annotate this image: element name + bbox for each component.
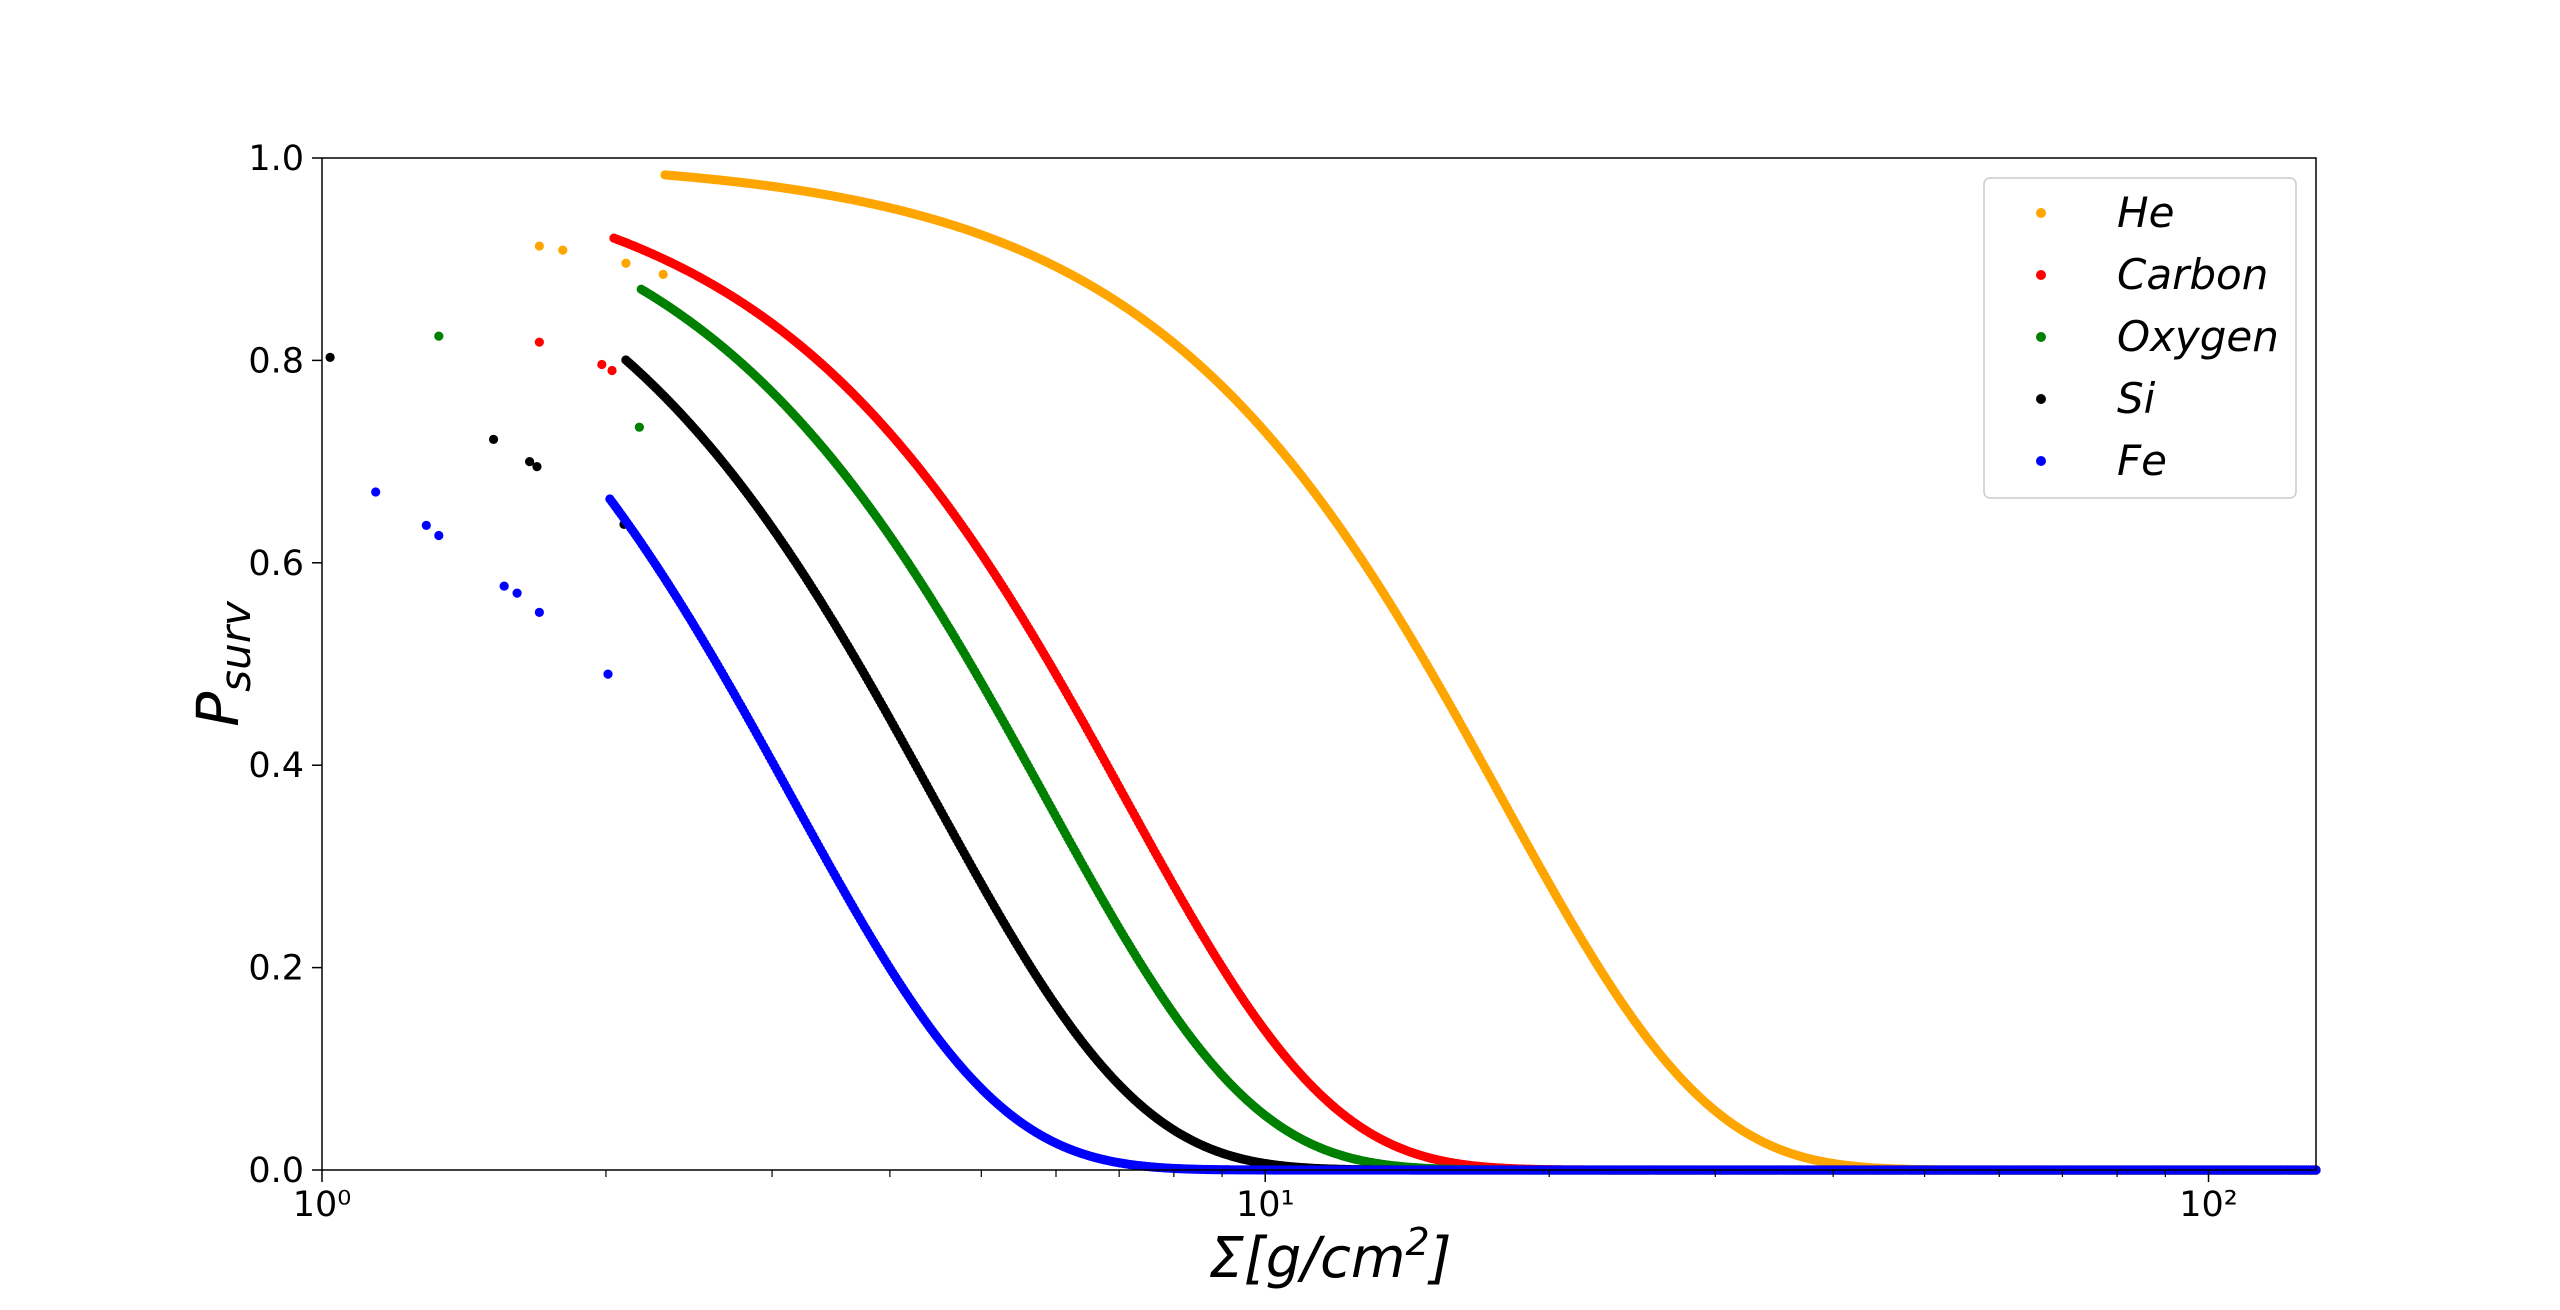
- x-axis-ticks: 10⁰ 10¹ 10²: [293, 1170, 2238, 1225]
- data-point: [499, 581, 509, 591]
- x-axis-title: Σ[g/cm2]: [1208, 1220, 1451, 1291]
- y-tick-label: 0.6: [248, 544, 304, 584]
- legend-label-carbon: Carbon: [2117, 250, 2268, 299]
- legend-marker-carbon: [2036, 270, 2046, 280]
- data-point: [371, 487, 381, 497]
- data-point: [534, 607, 544, 617]
- data-point: [621, 258, 631, 268]
- data-point: [597, 359, 607, 370]
- x-tick-label: 10⁰: [293, 1185, 352, 1225]
- data-point: [488, 434, 499, 444]
- legend-marker-fe: [2036, 456, 2046, 466]
- data-point: [634, 422, 644, 432]
- y-tick-label: 0.4: [248, 746, 304, 786]
- legend-marker-he: [2036, 208, 2046, 218]
- data-point: [603, 669, 613, 679]
- legend-label-oxygen: Oxygen: [2117, 312, 2279, 361]
- data-point: [534, 241, 544, 251]
- legend-label-si: Si: [2117, 374, 2156, 423]
- data-point: [512, 588, 522, 598]
- data-point: [434, 530, 444, 541]
- data-point: [558, 245, 568, 255]
- data-point: [658, 269, 668, 279]
- y-tick-label: 1.0: [248, 139, 304, 179]
- x-tick-label: 10¹: [1236, 1185, 1295, 1225]
- y-tick-label: 0.0: [248, 1151, 304, 1191]
- legend-marker-si: [2036, 394, 2046, 404]
- data-point: [325, 352, 335, 362]
- data-point: [534, 337, 544, 347]
- data-point: [421, 520, 431, 530]
- legend-label-he: He: [2117, 188, 2174, 237]
- data-point: [532, 462, 542, 472]
- y-axis-title: Psurv: [184, 600, 260, 727]
- x-tick-label: 10²: [2179, 1185, 2238, 1225]
- legend-label-fe: Fe: [2117, 436, 2167, 485]
- data-point: [607, 365, 617, 376]
- data-point: [434, 331, 444, 341]
- y-tick-label: 0.8: [248, 341, 304, 381]
- series-fe: [371, 487, 2321, 1175]
- legend: He Carbon Oxygen Si Fe: [1983, 177, 2297, 499]
- legend-marker-oxygen: [2036, 332, 2046, 342]
- y-tick-label: 0.2: [248, 949, 304, 989]
- plot-points: [325, 170, 2321, 1175]
